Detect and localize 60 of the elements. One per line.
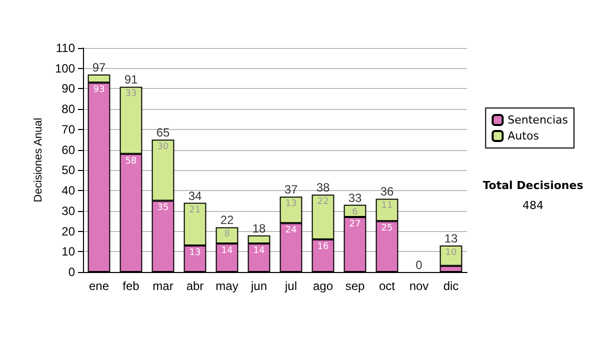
y-tick-label: 90 xyxy=(62,82,76,96)
text: 484 xyxy=(522,199,544,212)
legend-label: Autos xyxy=(508,130,540,142)
data-label: 22 xyxy=(317,197,329,208)
y-tick-label: 0 xyxy=(68,265,76,279)
total-label: 38 xyxy=(316,180,330,195)
data-label: 14 xyxy=(221,246,233,256)
data-label: 8 xyxy=(224,230,230,240)
data-label: 11 xyxy=(381,201,393,212)
x-tick-label: ago xyxy=(312,279,334,293)
x-tick-label: abr xyxy=(186,279,204,293)
x-tick-label: sep xyxy=(345,279,365,293)
x-tick-label: ene xyxy=(88,279,110,293)
total-label: 36 xyxy=(380,184,394,199)
y-tick-label: 40 xyxy=(62,184,76,198)
x-tick-label: dic xyxy=(443,279,459,293)
y-tick-label: 50 xyxy=(62,163,76,178)
x-tick-label: mar xyxy=(152,279,174,293)
data-label: 58 xyxy=(125,156,137,166)
x-tick-label: may xyxy=(216,279,238,293)
y-axis-title: Decisiones Anual xyxy=(32,118,45,202)
data-label: 13 xyxy=(285,199,297,210)
text: Total Decisiones xyxy=(482,179,584,192)
total-label: 13 xyxy=(444,232,458,246)
total-label: 97 xyxy=(92,60,106,74)
total-label: 22 xyxy=(220,213,234,228)
x-tick-label: jul xyxy=(284,279,298,293)
data-label: 21 xyxy=(189,205,201,216)
data-label: 13 xyxy=(189,248,201,258)
total-label: 0 xyxy=(416,258,423,272)
data-label: 14 xyxy=(253,246,265,256)
y-tick-label: 10 xyxy=(62,244,76,259)
y-tick-label: 80 xyxy=(62,102,76,116)
total-label: 91 xyxy=(124,72,138,87)
y-tick-label: 110 xyxy=(56,41,76,55)
data-label: 30 xyxy=(157,142,169,152)
data-label: 93 xyxy=(93,85,105,96)
y-tick-label: 20 xyxy=(62,224,76,238)
data-label: 24 xyxy=(285,226,297,236)
data-label: 33 xyxy=(125,89,137,100)
data-label: 6 xyxy=(352,207,358,218)
data-label: 25 xyxy=(381,224,393,234)
data-label: 10 xyxy=(445,248,457,258)
y-tick-label: 70 xyxy=(62,122,76,136)
total-label: 65 xyxy=(156,126,170,140)
legend-label: Sentencias xyxy=(508,114,568,126)
data-label: 16 xyxy=(317,242,329,252)
x-tick-label: nov xyxy=(409,279,429,293)
y-tick-label: 30 xyxy=(62,204,76,218)
total-label: 37 xyxy=(284,182,298,197)
data-label: 35 xyxy=(157,203,169,214)
y-tick-label: 100 xyxy=(54,61,76,76)
total-label: 34 xyxy=(188,188,202,203)
x-tick-label: jun xyxy=(250,279,268,293)
total-label: 18 xyxy=(252,221,266,236)
y-tick-label: 60 xyxy=(62,142,76,157)
total-label: 33 xyxy=(348,190,362,205)
x-tick-label: oct xyxy=(378,279,396,293)
data-label: 27 xyxy=(349,220,361,230)
x-tick-label: feb xyxy=(122,279,140,293)
